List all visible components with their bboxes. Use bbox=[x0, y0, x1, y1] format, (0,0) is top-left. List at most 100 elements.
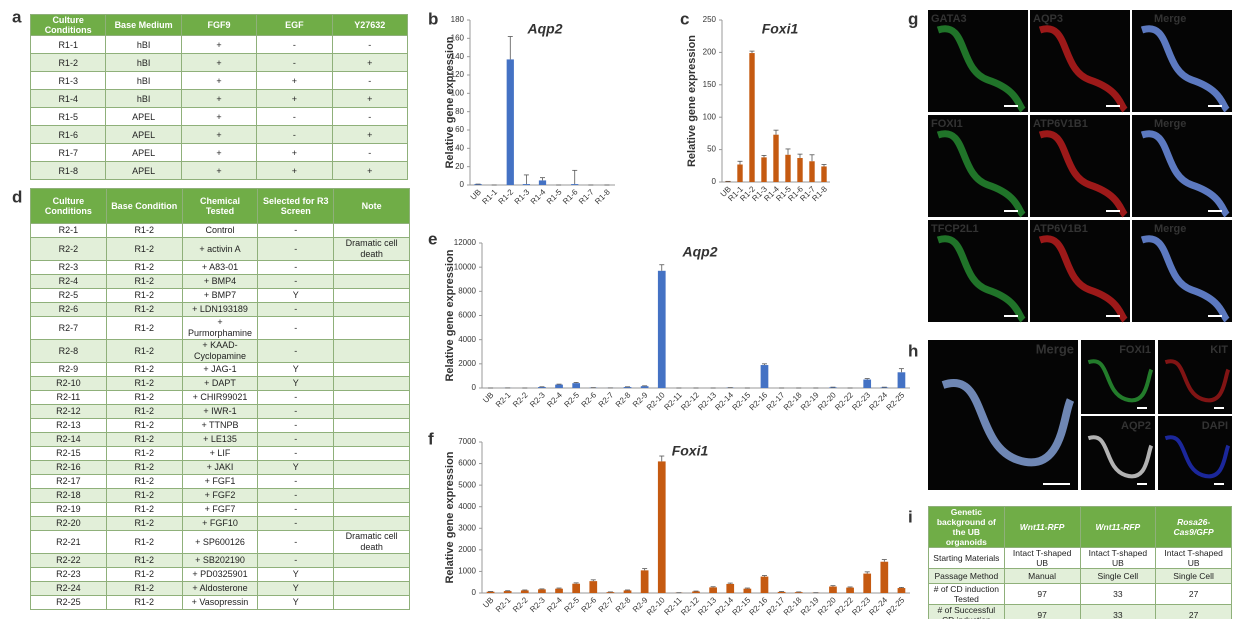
table-cell: R1-4 bbox=[31, 90, 106, 108]
table-cell: R2-6 bbox=[31, 303, 107, 317]
header-cell: Wnt11-RFP bbox=[1004, 507, 1080, 548]
bar bbox=[773, 135, 778, 182]
header-cell: Selected for R3 Screen bbox=[258, 189, 334, 224]
table-cell: + bbox=[257, 72, 332, 90]
y-tick-label: 0 bbox=[472, 588, 477, 597]
chart-title: Aqp2 bbox=[682, 244, 718, 260]
header-cell: EGF bbox=[257, 15, 332, 36]
y-tick-label: 4000 bbox=[458, 335, 476, 344]
table-cell: R2-10 bbox=[31, 377, 107, 391]
table-cell: R2-11 bbox=[31, 391, 107, 405]
table-cell: Dramatic cell death bbox=[334, 531, 410, 554]
table-cell: R1-2 bbox=[106, 340, 182, 363]
table-row: # of Successful CD induction973327 bbox=[929, 605, 1232, 619]
x-tick-label: R2-2 bbox=[511, 390, 530, 409]
table-cell: R1-1 bbox=[31, 36, 106, 54]
y-tick-label: 5000 bbox=[458, 480, 476, 489]
table-cell: R1-3 bbox=[31, 72, 106, 90]
x-tick-label: R2-7 bbox=[597, 595, 616, 614]
table-row: R1-8APEL+++ bbox=[31, 162, 408, 180]
table-cell: R1-6 bbox=[31, 126, 106, 144]
table-row: R2-8R1-2+ KAAD-Cyclopamine- bbox=[31, 340, 410, 363]
table-cell: + bbox=[332, 162, 407, 180]
table-row: R1-3hBI++- bbox=[31, 72, 408, 90]
table-cell: - bbox=[258, 391, 334, 405]
header-cell: Rosa26-Cas9/GFP bbox=[1156, 507, 1232, 548]
table-cell bbox=[334, 433, 410, 447]
table-cell: R2-4 bbox=[31, 275, 107, 289]
table-cell: + TTNPB bbox=[182, 419, 258, 433]
table-cell: + bbox=[181, 36, 256, 54]
table-cell: + A83-01 bbox=[182, 261, 258, 275]
table-row: R1-1hBI+-- bbox=[31, 36, 408, 54]
x-tick-label: R2-8 bbox=[614, 390, 633, 409]
table-cell: + bbox=[181, 90, 256, 108]
table-row: R2-14R1-2+ LE135- bbox=[31, 433, 410, 447]
table-cell bbox=[334, 275, 410, 289]
table-cell: + Vasopressin bbox=[182, 596, 258, 610]
table-cell: Intact T-shaped UB bbox=[1004, 548, 1080, 569]
table-cell: Y bbox=[258, 289, 334, 303]
header-row: Culture ConditionsBase ConditionChemical… bbox=[31, 189, 410, 224]
table: Culture ConditionsBase MediumFGF9EGFY276… bbox=[30, 14, 408, 180]
bar bbox=[504, 591, 512, 593]
table-cell: + activin A bbox=[182, 238, 258, 261]
table-cell: + LE135 bbox=[182, 433, 258, 447]
table-cell bbox=[334, 391, 410, 405]
table-cell: 27 bbox=[1156, 584, 1232, 605]
table-cell: R2-17 bbox=[31, 475, 107, 489]
table-cell: - bbox=[258, 303, 334, 317]
bar bbox=[726, 584, 734, 593]
panel-label: b bbox=[428, 9, 438, 28]
table-cell: + bbox=[257, 144, 332, 162]
table-row: R2-21R1-2+ SP600126-Dramatic cell death bbox=[31, 531, 410, 554]
table-cell bbox=[334, 503, 410, 517]
bar bbox=[571, 184, 578, 185]
header-cell: Base Medium bbox=[106, 15, 181, 36]
header-cell: Culture Conditions bbox=[31, 189, 107, 224]
bar bbox=[507, 59, 514, 185]
x-tick-label: R2-25 bbox=[885, 595, 907, 617]
table-cell: - bbox=[258, 317, 334, 340]
table-cell: R2-22 bbox=[31, 554, 107, 568]
table-cell: + bbox=[181, 54, 256, 72]
table-cell: R1-2 bbox=[106, 289, 182, 303]
bar bbox=[572, 584, 580, 593]
y-axis-label: Relative gene expression bbox=[444, 451, 456, 583]
header-cell: Genetic background of the UB organoids bbox=[929, 507, 1005, 548]
table-cell: + bbox=[181, 144, 256, 162]
bar bbox=[797, 158, 802, 182]
bar bbox=[846, 588, 854, 593]
table-cell: + FGF7 bbox=[182, 503, 258, 517]
bar bbox=[863, 574, 871, 593]
table-cell: + Purmorphamine bbox=[182, 317, 258, 340]
x-tick-label: R2-10 bbox=[645, 390, 667, 412]
table-cell: # of CD induction Tested bbox=[929, 584, 1005, 605]
table-cell bbox=[334, 317, 410, 340]
panel-label: g bbox=[908, 9, 918, 28]
channel-label: FOXI1 bbox=[931, 118, 963, 130]
table-cell: R1-2 bbox=[106, 554, 182, 568]
bar bbox=[737, 165, 742, 182]
y-axis-label: Relative gene expression bbox=[444, 36, 456, 168]
header-cell: Culture Conditions bbox=[31, 15, 106, 36]
table-cell: R1-2 bbox=[106, 238, 182, 261]
panel-label: f bbox=[428, 429, 434, 448]
table-cell: Single Cell bbox=[1080, 569, 1156, 584]
y-tick-label: 100 bbox=[703, 112, 717, 121]
x-tick-label: R2-6 bbox=[580, 390, 599, 409]
x-tick-label: R1-3 bbox=[513, 187, 532, 206]
bar bbox=[709, 587, 717, 593]
table-row: R1-4hBI+++ bbox=[31, 90, 408, 108]
micrograph bbox=[928, 340, 1078, 490]
table-cell: + bbox=[332, 126, 407, 144]
y-tick-label: 20 bbox=[455, 162, 464, 171]
table-cell: 33 bbox=[1080, 605, 1156, 619]
x-tick-label: R2-25 bbox=[885, 390, 907, 412]
table-cell: R1-2 bbox=[106, 475, 182, 489]
x-tick-label: R2-2 bbox=[511, 595, 530, 614]
table-cell: hBI bbox=[106, 54, 181, 72]
